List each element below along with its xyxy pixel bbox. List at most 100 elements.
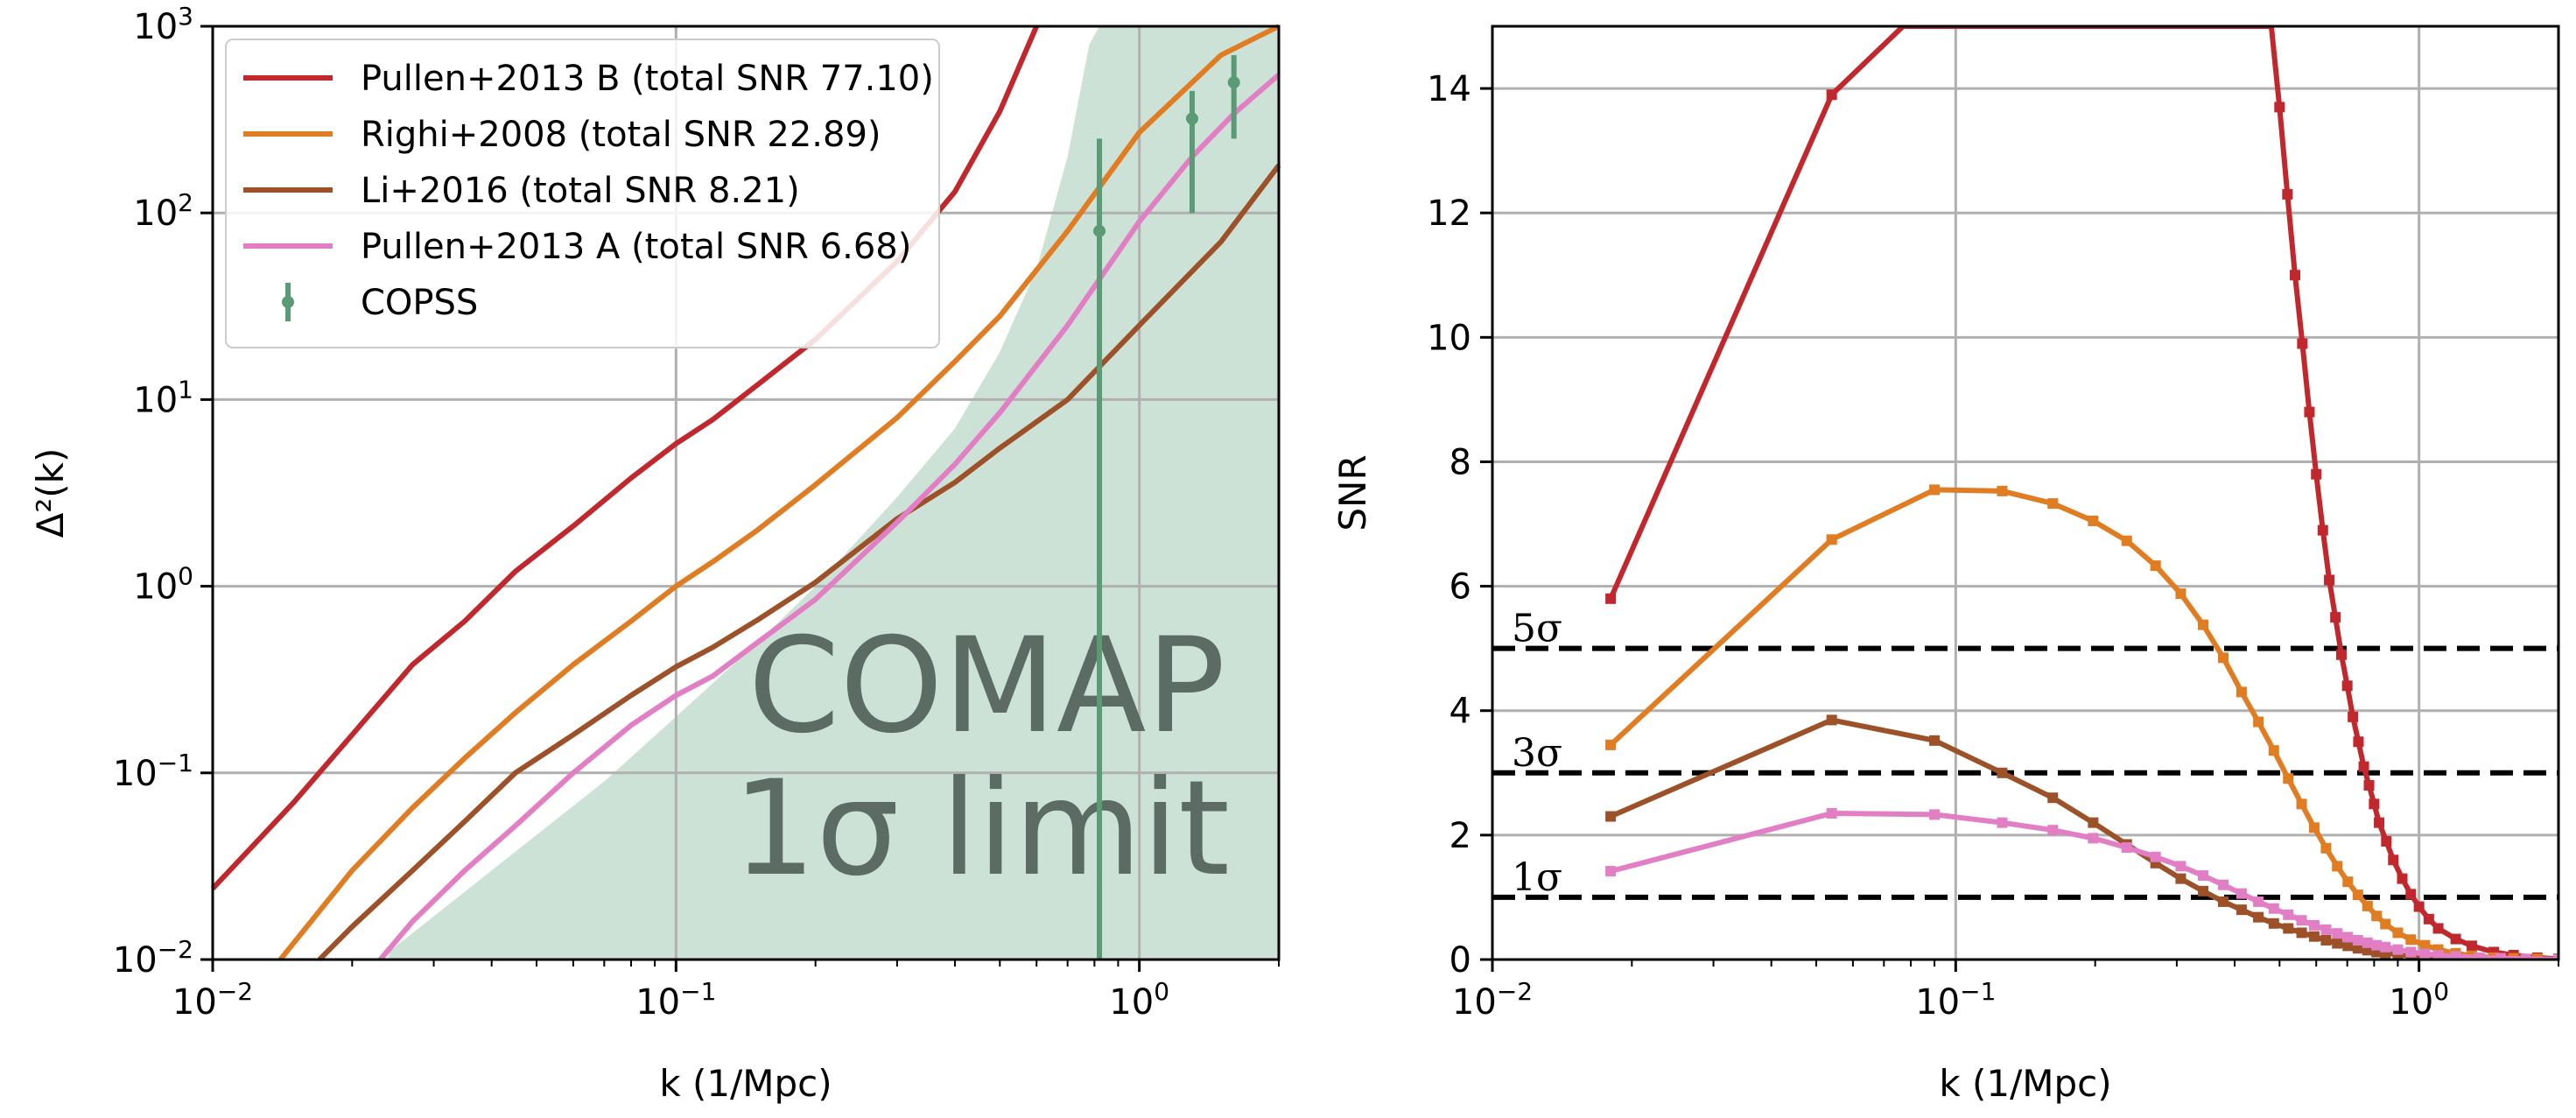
right-y-tick-label: 2: [1449, 816, 1471, 856]
right-series-marker-0: [2369, 798, 2380, 810]
comap-limit-label: COMAP 1σ limit: [733, 610, 1230, 905]
left-x-tick-label: 10−2: [172, 977, 253, 1023]
right-series-marker-2: [2198, 885, 2209, 897]
legend-label-3: Pullen+2013 A (total SNR 6.68): [361, 227, 911, 267]
right-series-marker-2: [1997, 767, 2008, 778]
legend-label-4: COPSS: [361, 283, 478, 323]
right-series-marker-3: [2150, 851, 2161, 862]
right-ticks: 10−2 10−1 100 0 2 4 6 8 10 12 14: [1427, 69, 2559, 1023]
right-series-marker-3: [2175, 861, 2186, 872]
right-x-axis-label: k (1/Mpc): [1939, 1062, 2111, 1105]
right-series-marker-1: [2088, 515, 2099, 526]
right-series-marker-0: [2363, 780, 2375, 791]
right-series-marker-0: [2405, 889, 2417, 900]
right-series-clip: [1605, 26, 2558, 960]
right-series-marker-0: [2274, 102, 2285, 113]
right-series-marker-2: [2332, 938, 2343, 949]
right-series-marker-1: [2405, 934, 2417, 946]
right-y-tick-label: 6: [1449, 567, 1471, 608]
right-series-marker-3: [2320, 924, 2332, 935]
right-series-marker-2: [2342, 940, 2354, 952]
right-series-marker-0: [2341, 680, 2353, 692]
right-y-tick-label: 0: [1449, 940, 1471, 981]
right-series-marker-3: [2198, 870, 2209, 882]
right-series-marker-3: [2352, 934, 2363, 946]
right-series-marker-3: [2253, 896, 2264, 907]
right-series-marker-3: [2296, 915, 2307, 926]
right-series-marker-0: [2432, 923, 2444, 934]
left-y-tick-label: 100: [133, 562, 193, 608]
right-series-marker-0: [2358, 761, 2369, 772]
legend: Pullen+2013 B (total SNR 77.10) Righi+200…: [225, 39, 940, 348]
right-series-marker-3: [2342, 932, 2354, 943]
right-series-marker-3: [2495, 953, 2506, 960]
right-series-marker-0: [2282, 188, 2293, 200]
right-y-axis-label: SNR: [1331, 454, 1374, 531]
right-series-marker-3: [2236, 888, 2247, 899]
sigma-thresholds: 5σ 3σ 1σ: [1492, 607, 2558, 900]
right-series-marker-1: [2296, 798, 2307, 810]
right-series-marker-1: [2283, 773, 2294, 784]
legend-label-2: Li+2016 (total SNR 8.21): [361, 171, 800, 211]
right-series-marker-0: [2423, 913, 2434, 925]
right-series-marker-3: [2405, 946, 2417, 958]
right-series-marker-0: [2450, 933, 2461, 945]
left-x-axis-label: k (1/Mpc): [659, 1062, 832, 1105]
legend-label-0: Pullen+2013 B (total SNR 77.10): [361, 59, 934, 99]
right-series-marker-1: [1826, 534, 1837, 545]
right-series-marker-1: [2342, 876, 2354, 888]
right-series-marker-3: [2520, 953, 2531, 960]
right-series-marker-1: [2332, 861, 2343, 872]
right-series-marker-0: [2330, 612, 2341, 623]
right-series-marker-2: [2236, 904, 2247, 916]
right-y-tick-label: 4: [1449, 692, 1471, 732]
right-series-marker-1: [2121, 535, 2132, 546]
right-series-marker-0: [2324, 574, 2335, 586]
power-spectrum-panel: COMAP 1σ limit 10−2 10−1 100 10−2 10−1 100 101…: [29, 2, 1281, 1105]
right-series-marker-2: [2296, 927, 2307, 939]
left-x-tick-label: 10−1: [635, 977, 716, 1023]
right-series-marker-3: [1605, 866, 1617, 877]
right-series-marker-0: [2311, 468, 2322, 480]
right-series-marker-1: [2320, 842, 2332, 854]
right-y-tick-label: 12: [1427, 193, 1471, 234]
right-series-marker-2: [2268, 918, 2279, 929]
left-x-tick-label: 100: [1109, 977, 1169, 1023]
right-x-tick-label: 10−2: [1452, 977, 1533, 1023]
copss-errorbars: [1093, 55, 1240, 960]
right-series-marker-2: [1929, 735, 1941, 746]
right-series-marker-2: [2352, 943, 2363, 954]
right-x-tick-label: 10−1: [1915, 977, 1996, 1023]
right-series-marker-2: [2253, 911, 2264, 923]
right-series-marker-3: [1826, 807, 1837, 819]
right-series-marker-1: [2352, 889, 2363, 901]
right-series-marker-2: [2283, 923, 2294, 934]
right-series-marker-0: [2297, 338, 2308, 349]
right-series-marker-3: [2450, 951, 2461, 960]
right-series-marker-1: [2392, 927, 2404, 939]
right-series-marker-0: [1826, 89, 1837, 101]
right-axes-frame: [1491, 25, 2560, 961]
right-series-marker-3: [2362, 937, 2373, 948]
right-series-marker-2: [2218, 896, 2229, 907]
right-series-marker-1: [1929, 484, 1941, 496]
comap-label-line2: 1σ limit: [733, 753, 1230, 905]
right-series-marker-1: [2308, 822, 2320, 833]
right-series-line-1: [1609, 487, 2558, 960]
right-series-marker-1: [2419, 939, 2431, 951]
right-series-marker-3: [2553, 954, 2558, 960]
right-series-marker-0: [2397, 873, 2408, 884]
left-axes-frame: [211, 25, 1281, 961]
right-series-marker-2: [1605, 811, 1617, 822]
legend-label-1: Righi+2008 (total SNR 22.89): [361, 115, 881, 155]
right-series-marker-2: [2047, 792, 2059, 804]
left-y-tick-label: 103: [133, 2, 193, 47]
comap-limit-shaded-region: [389, 26, 1279, 960]
right-series-marker-1: [2198, 619, 2209, 630]
right-series-marker-3: [2121, 842, 2132, 854]
right-series-marker-3: [2371, 939, 2383, 951]
threshold-label-0: 5σ: [1512, 607, 1562, 651]
right-y-tick-label: 10: [1427, 318, 1471, 358]
